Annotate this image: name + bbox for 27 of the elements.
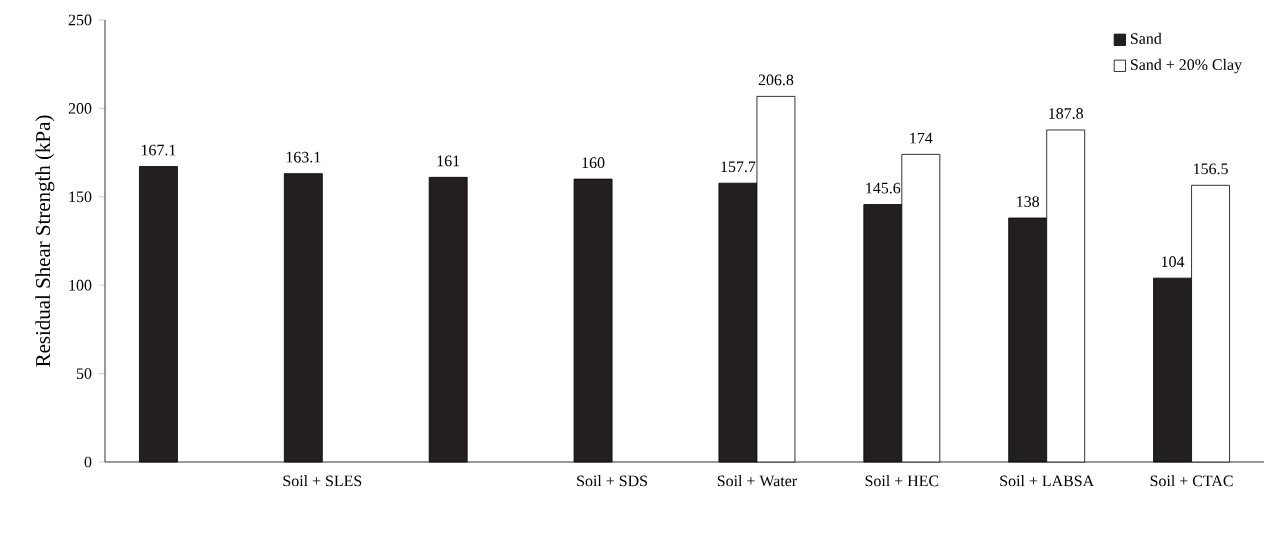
x-tick-label: Soil + SDS <box>577 475 647 487</box>
data-label: 206.8 <box>758 74 794 86</box>
data-label: 174 <box>910 132 933 144</box>
y-tick-label: 50 <box>76 368 92 379</box>
data-label: 163.1 <box>286 151 321 163</box>
legend-label: Sand <box>1130 32 1162 44</box>
data-label: 161 <box>437 155 460 167</box>
legend-label: Sand + 20% Clay <box>1130 58 1242 74</box>
x-tick-label: Soil + HEC <box>865 475 939 487</box>
data-label: 145.6 <box>866 182 901 194</box>
x-tick-label: Soil + SLES <box>283 475 362 487</box>
y-tick-label: 200 <box>68 103 92 114</box>
y-axis-title: Residual Shear Strength (kPa) <box>35 115 55 367</box>
y-tick-label: 100 <box>69 279 92 291</box>
data-label: 156.5 <box>1194 163 1228 175</box>
y-tick-label: 150 <box>69 191 92 203</box>
x-tick-label: Soil + LABSA <box>1000 475 1095 487</box>
y-tick-label: 0 <box>84 456 92 468</box>
x-tick-label: Soil + CTAC <box>1150 475 1233 487</box>
data-label: 138 <box>1017 196 1040 207</box>
x-tick-label: Soil + Water <box>717 475 797 487</box>
data-label: 167.1 <box>141 144 176 156</box>
y-tick-label: 250 <box>68 14 92 26</box>
data-label: 157.7 <box>721 161 756 173</box>
data-label: 187.8 <box>1049 108 1084 119</box>
data-label: 160 <box>582 157 605 169</box>
data-label: 104 <box>1162 256 1185 268</box>
